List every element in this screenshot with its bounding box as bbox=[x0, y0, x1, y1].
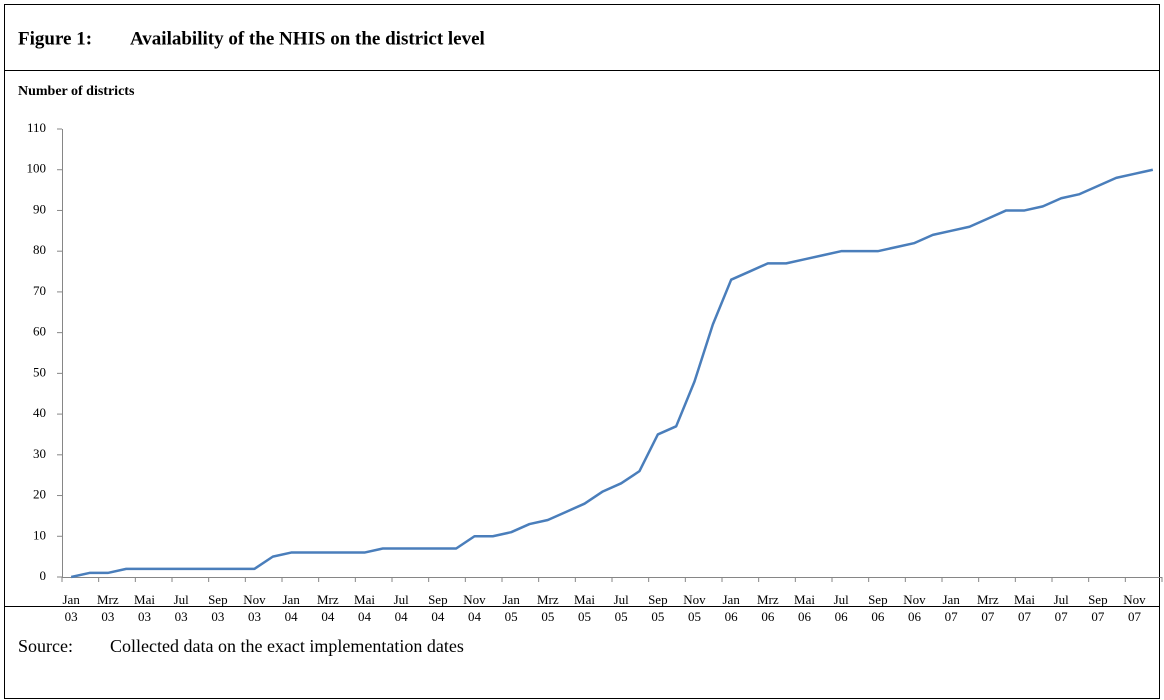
x-tick-label: Nov 07 bbox=[1123, 592, 1146, 624]
x-tick-label: Jan 03 bbox=[62, 592, 80, 624]
y-tick-label: 30 bbox=[33, 446, 46, 461]
y-tick-label: 90 bbox=[33, 201, 46, 216]
x-tick-label: Jan 07 bbox=[942, 592, 960, 624]
x-tick-label: Mrz 07 bbox=[977, 592, 999, 624]
x-tick-label: Nov 03 bbox=[243, 592, 266, 624]
x-tick-label: Jul 04 bbox=[394, 592, 410, 624]
x-tick-label: Mai 06 bbox=[794, 592, 815, 624]
data-line bbox=[70, 168, 1154, 579]
x-tick-label: Jan 06 bbox=[722, 592, 740, 624]
x-tick-label: Sep 05 bbox=[648, 592, 668, 624]
x-tick-label: Jul 03 bbox=[174, 592, 190, 624]
x-tick-label: Sep 06 bbox=[868, 592, 888, 624]
x-tick-label: Jul 05 bbox=[614, 592, 630, 624]
y-tick-label: 50 bbox=[33, 364, 46, 379]
x-tick-label: Mrz 04 bbox=[317, 592, 339, 624]
y-tick-label: 10 bbox=[33, 527, 46, 542]
figure-border bbox=[4, 4, 1160, 699]
x-tick-label: Sep 07 bbox=[1088, 592, 1108, 624]
y-tick-label: 80 bbox=[33, 242, 46, 257]
x-tick-label: Mai 07 bbox=[1014, 592, 1035, 624]
x-tick-label: Mrz 06 bbox=[757, 592, 779, 624]
x-tick-label: Jul 06 bbox=[834, 592, 850, 624]
x-tick-label: Sep 03 bbox=[208, 592, 228, 624]
y-tick-label: 100 bbox=[27, 161, 47, 176]
x-tick-label: Mrz 03 bbox=[97, 592, 119, 624]
x-tick-label: Sep 04 bbox=[428, 592, 448, 624]
source-label: Source: bbox=[18, 636, 73, 656]
y-tick-label: 40 bbox=[33, 405, 46, 420]
x-tick-label: Jan 05 bbox=[502, 592, 520, 624]
x-tick-label: Nov 05 bbox=[683, 592, 706, 624]
x-tick-label: Nov 04 bbox=[463, 592, 486, 624]
x-tick-label: Mai 05 bbox=[574, 592, 595, 624]
x-tick-label: Mrz 05 bbox=[537, 592, 559, 624]
chart-title: Availability of the NHIS on the district… bbox=[130, 28, 485, 49]
x-tick-label: Jan 04 bbox=[282, 592, 300, 624]
y-tick-label: 110 bbox=[27, 120, 46, 135]
y-tick-label: 20 bbox=[33, 487, 46, 502]
source-text: Collected data on the exact implementati… bbox=[110, 636, 464, 656]
x-tick-label: Jul 07 bbox=[1054, 592, 1070, 624]
y-tick-label: 70 bbox=[33, 283, 46, 298]
y-tick-label: 60 bbox=[33, 324, 46, 339]
y-tick-label: 0 bbox=[40, 568, 47, 583]
x-tick-label: Mai 04 bbox=[354, 592, 375, 624]
x-tick-label: Mai 03 bbox=[134, 592, 155, 624]
x-tick-label: Nov 06 bbox=[903, 592, 926, 624]
y-axis-label: Number of districts bbox=[18, 84, 135, 99]
figure-label: Figure 1: bbox=[18, 28, 92, 49]
